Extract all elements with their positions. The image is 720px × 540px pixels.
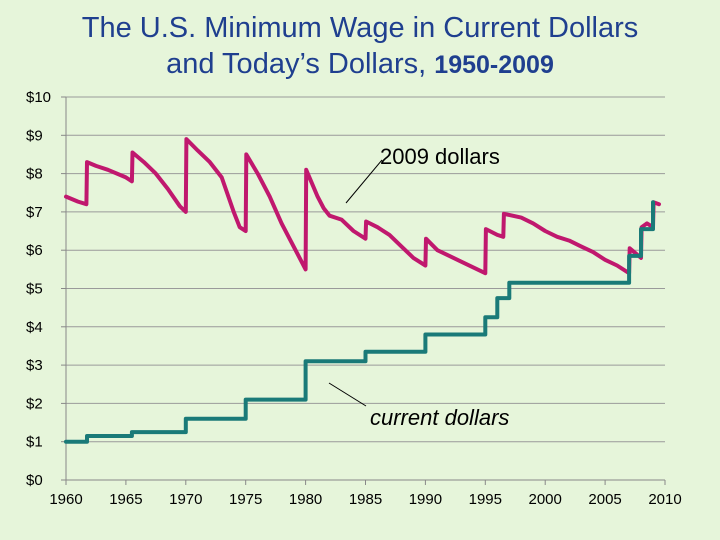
x-tick-label: 1990 bbox=[409, 491, 442, 508]
2009-dollars-line bbox=[64, 137, 661, 276]
title-line-1: The U.S. Minimum Wage in Current Dollars bbox=[81, 12, 639, 44]
y-tick-label: $6 bbox=[26, 242, 43, 259]
annotation-leader-current-dollars bbox=[328, 382, 367, 407]
title-line-2-text: and Today’s Dollars, bbox=[166, 48, 427, 80]
y-tick-label: $9 bbox=[26, 127, 43, 144]
x-tick-label: 1965 bbox=[109, 491, 142, 508]
y-tick-label: $0 bbox=[26, 472, 43, 489]
current-dollars-line bbox=[64, 200, 655, 444]
axes: $0 $1 $2 $3 $4 $5 $6 $7 $8 $9 $10 1960 1965 1970 1975 1… bbox=[26, 89, 682, 508]
grid-lines bbox=[66, 96, 665, 481]
title-line-2: and Today’s Dollars, 1950-2009 bbox=[0, 46, 720, 83]
annotation-2009-dollars: 2009 dollars bbox=[380, 144, 500, 169]
x-tick-label: 1970 bbox=[169, 491, 202, 508]
series-lines bbox=[64, 137, 661, 444]
x-tick-label: 1960 bbox=[49, 491, 82, 508]
x-tick-label: 2000 bbox=[529, 491, 562, 508]
x-tick-label: 1980 bbox=[289, 491, 322, 508]
annotation-current-dollars: current dollars bbox=[370, 405, 509, 430]
y-tick-label: $3 bbox=[26, 357, 43, 374]
x-tick-label: 2005 bbox=[588, 491, 621, 508]
y-tick-label: $10 bbox=[26, 89, 51, 106]
y-tick-label: $4 bbox=[26, 319, 43, 336]
y-tick-label: $2 bbox=[26, 395, 43, 412]
y-tick-label: $7 bbox=[26, 204, 43, 221]
annotations: 2009 dollars current dollars bbox=[328, 144, 509, 430]
y-tick-label: $1 bbox=[26, 434, 43, 451]
y-tick-label: $8 bbox=[26, 166, 43, 183]
x-tick-label: 1985 bbox=[349, 491, 382, 508]
x-tick-label: 1975 bbox=[229, 491, 262, 508]
x-tick-label: 1995 bbox=[469, 491, 502, 508]
chart-title: The U.S. Minimum Wage in Current Dollars… bbox=[0, 10, 720, 83]
y-tick-label: $5 bbox=[26, 281, 43, 298]
title-years: 1950-2009 bbox=[434, 51, 554, 79]
annotation-leader-2009-dollars bbox=[345, 159, 383, 204]
x-tick-label: 2010 bbox=[648, 491, 681, 508]
